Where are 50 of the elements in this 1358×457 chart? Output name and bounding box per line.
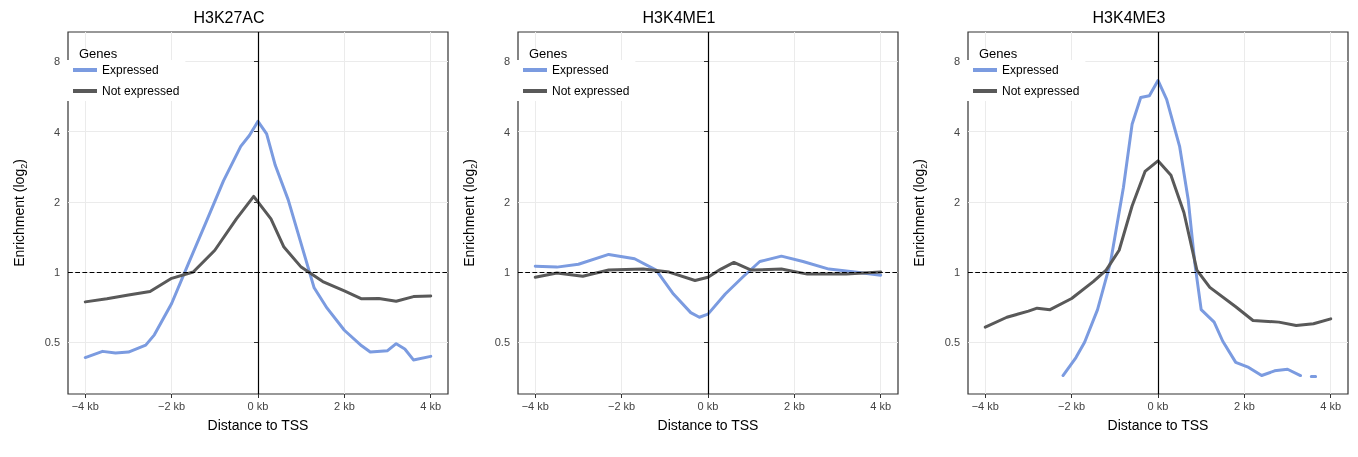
x-tick-label: 0 kb bbox=[247, 399, 269, 412]
x-tick-label: −4 kb bbox=[521, 399, 549, 412]
x-tick-label: −2 kb bbox=[158, 399, 186, 412]
legend-label: Expressed bbox=[552, 63, 609, 77]
x-tick-label: −2 kb bbox=[1058, 399, 1086, 412]
line-series bbox=[983, 159, 1333, 329]
legend-label: Not expressed bbox=[1002, 84, 1080, 98]
y-tick-label: 0.5 bbox=[944, 336, 960, 349]
y-tick-label: 1 bbox=[53, 266, 60, 279]
x-tick-label: 4 kb bbox=[420, 399, 442, 412]
y-tick-label: 2 bbox=[503, 195, 510, 208]
y-tick-label: 8 bbox=[53, 55, 60, 68]
y-tick-label: 1 bbox=[503, 266, 510, 279]
legend-title: Genes bbox=[529, 46, 568, 61]
line-series bbox=[83, 194, 433, 304]
legend-label: Expressed bbox=[1002, 63, 1059, 77]
line-series bbox=[83, 119, 433, 362]
x-tick-label: 4 kb bbox=[1320, 399, 1342, 412]
line-series bbox=[533, 252, 883, 319]
x-tick-label: 2 kb bbox=[333, 399, 355, 412]
y-tick-label: 0.5 bbox=[44, 336, 60, 349]
x-tick-label: 2 kb bbox=[1233, 399, 1255, 412]
x-axis-title: Distance to TSS bbox=[1107, 417, 1209, 433]
x-tick-label: 0 kb bbox=[697, 399, 719, 412]
chart-title: H3K4ME3 bbox=[1092, 8, 1166, 26]
y-tick-label: 1 bbox=[953, 266, 960, 279]
legend-label: Expressed bbox=[102, 63, 159, 77]
chart-title: H3K4ME1 bbox=[642, 8, 716, 26]
y-tick-label: 4 bbox=[503, 125, 510, 138]
legend-title: Genes bbox=[79, 46, 118, 61]
line-series bbox=[533, 260, 883, 283]
x-axis-title: Distance to TSS bbox=[207, 417, 309, 433]
y-tick-label: 2 bbox=[53, 195, 60, 208]
legend-title: Genes bbox=[979, 46, 1018, 61]
x-axis-title: Distance to TSS bbox=[657, 417, 759, 433]
legend-label: Not expressed bbox=[552, 84, 630, 98]
y-tick-label: 4 bbox=[953, 125, 960, 138]
x-tick-label: 0 kb bbox=[1147, 399, 1169, 412]
x-tick-label: −4 kb bbox=[971, 399, 999, 412]
y-tick-label: 4 bbox=[53, 125, 60, 138]
x-tick-label: 4 kb bbox=[870, 399, 892, 412]
x-tick-label: −4 kb bbox=[71, 399, 99, 412]
y-tick-label: 8 bbox=[503, 55, 510, 68]
legend-label: Not expressed bbox=[102, 84, 180, 98]
chart-title: H3K27AC bbox=[193, 8, 265, 26]
y-tick-label: 8 bbox=[953, 55, 960, 68]
y-tick-label: 2 bbox=[953, 195, 960, 208]
x-tick-label: 2 kb bbox=[783, 399, 805, 412]
y-tick-label: 0.5 bbox=[494, 336, 510, 349]
x-tick-label: −2 kb bbox=[608, 399, 636, 412]
